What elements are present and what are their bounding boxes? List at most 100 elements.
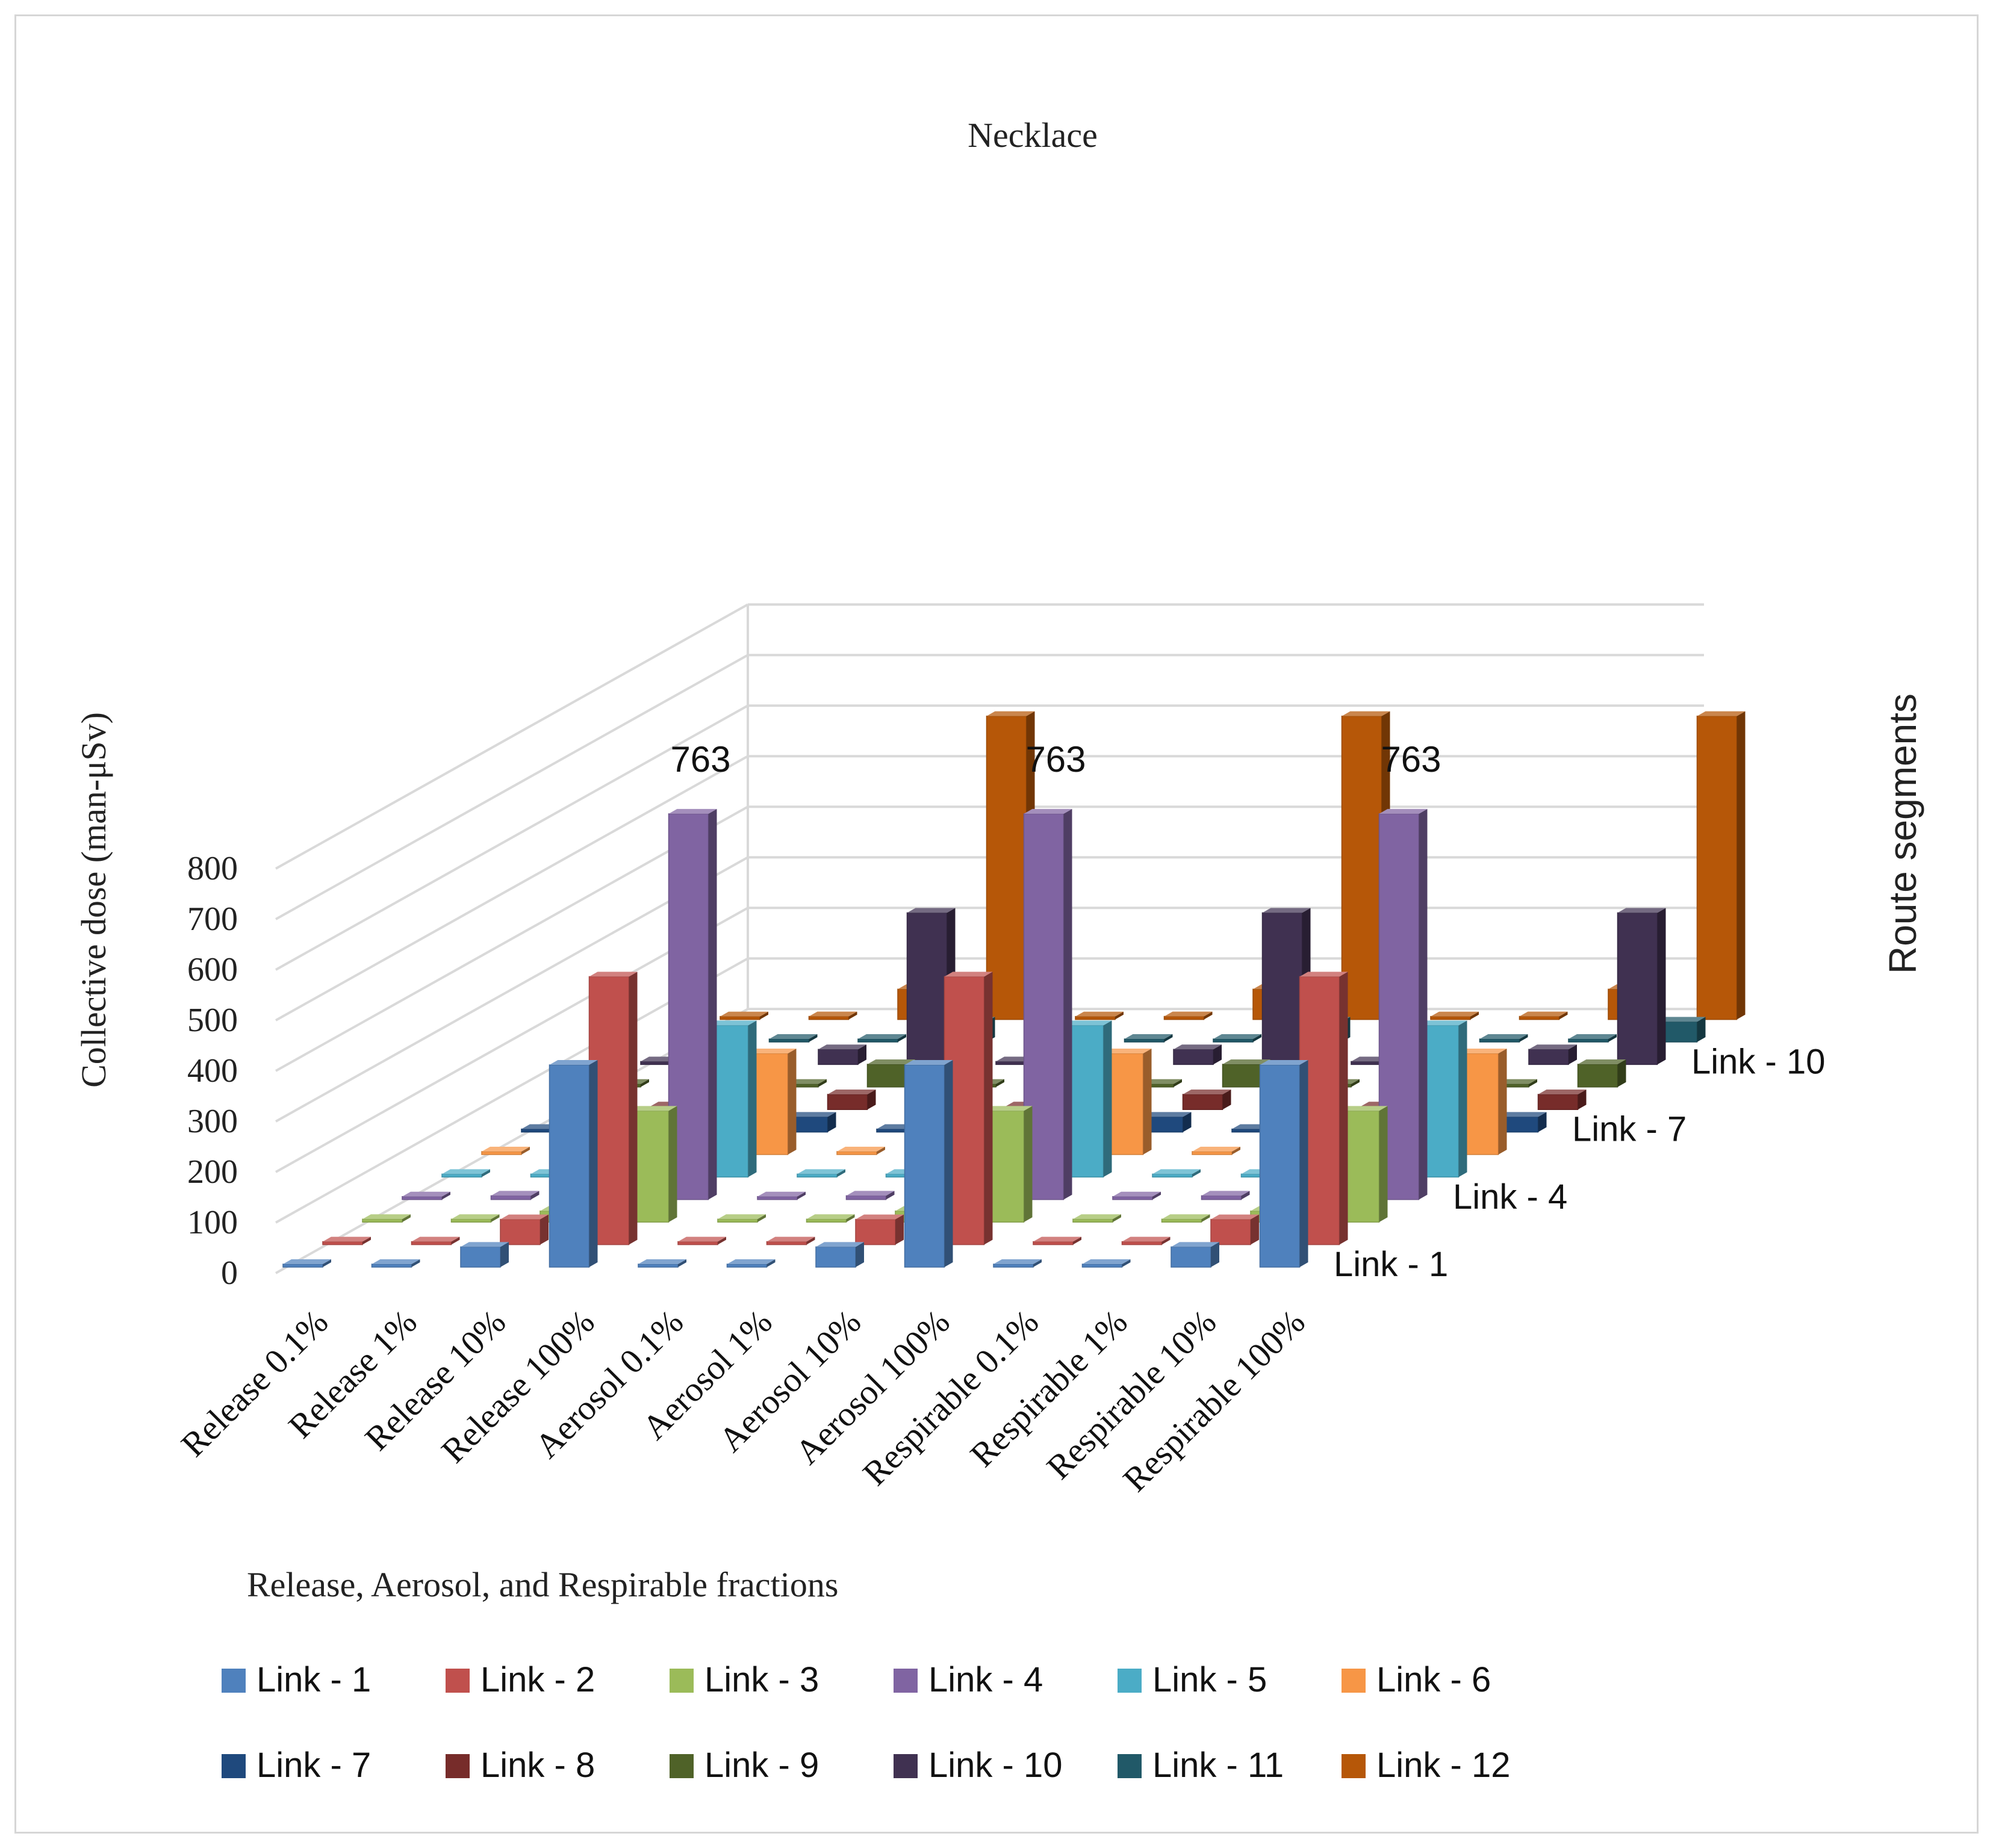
bar-6-9 — [1192, 1147, 1240, 1155]
legend-item-7: Link - 7 — [222, 1746, 371, 1785]
legend-swatch — [670, 1754, 694, 1778]
bar-1-1 — [282, 1259, 331, 1268]
y-tick-label-1: 100 — [187, 1204, 238, 1241]
bar-12-2 — [808, 1011, 857, 1020]
bar-1-9 — [993, 1259, 1042, 1268]
y-tick-label-3: 300 — [187, 1103, 238, 1140]
legend-label: Link - 2 — [480, 1660, 595, 1699]
legend-label: Link - 11 — [1152, 1746, 1284, 1785]
bar-6-5 — [836, 1147, 885, 1155]
legend-swatch — [1342, 1669, 1366, 1693]
depth-axis-title: Route segments — [1881, 693, 1924, 974]
legend-label: Link - 3 — [704, 1660, 819, 1699]
bar-4-4 — [668, 808, 717, 1200]
legend-label: Link - 8 — [480, 1746, 595, 1785]
x-tick-label-8: Aerosol 100% — [788, 1302, 957, 1472]
bar-2-2 — [411, 1236, 460, 1245]
legend-item-9: Link - 9 — [670, 1746, 819, 1785]
legend-item-3: Link - 3 — [670, 1660, 819, 1699]
bar-11-10 — [1479, 1034, 1528, 1043]
gridline-side-6 — [275, 704, 748, 971]
bar-11-6 — [1124, 1034, 1173, 1043]
depth-label-1: Link - 1 — [1334, 1245, 1448, 1284]
bar-1-2 — [371, 1259, 420, 1268]
bar-10-12 — [1617, 908, 1666, 1065]
bar-12-10 — [1519, 1011, 1568, 1020]
bar-2-4 — [588, 972, 638, 1245]
bar-12-1 — [720, 1011, 768, 1020]
legend-swatch — [446, 1669, 470, 1693]
bar-2-12 — [1299, 972, 1348, 1245]
bar-3-9 — [1072, 1214, 1121, 1223]
legend-item-4: Link - 4 — [894, 1660, 1043, 1699]
bar-4-10 — [1201, 1191, 1250, 1200]
legend-swatch — [446, 1754, 470, 1778]
bar-2-10 — [1121, 1236, 1171, 1245]
legend-swatch — [1342, 1754, 1366, 1778]
chart-title: Necklace — [968, 116, 1098, 155]
bar-1-4 — [549, 1060, 598, 1268]
bar-5-5 — [797, 1169, 845, 1178]
bar-5-12 — [1418, 1020, 1467, 1178]
bar-10-11 — [1528, 1044, 1577, 1065]
legend-swatch — [1118, 1754, 1142, 1778]
bar-11-3 — [857, 1034, 906, 1043]
data-label-1: 763 — [670, 739, 730, 780]
bar-10-3 — [818, 1044, 866, 1065]
bar-6-4 — [747, 1049, 797, 1155]
gridline-side-5 — [275, 755, 748, 1022]
bar-12-6 — [1163, 1011, 1213, 1020]
bar-8-12 — [1537, 1090, 1587, 1110]
legend-swatch — [670, 1669, 694, 1693]
bar-7-4 — [787, 1112, 836, 1133]
bar-11-12 — [1656, 1017, 1706, 1043]
bar-3-10 — [1161, 1214, 1210, 1223]
legend-label: Link - 7 — [257, 1746, 371, 1785]
bar-1-8 — [904, 1060, 953, 1268]
y-tick-label-5: 500 — [187, 1002, 238, 1039]
bar-12-9 — [1430, 1011, 1479, 1020]
legend-item-10: Link - 10 — [894, 1746, 1062, 1785]
gridline-side-7 — [275, 654, 748, 920]
bar-3-12 — [1339, 1106, 1388, 1223]
bar-11-2 — [768, 1034, 818, 1043]
legend-item-1: Link - 1 — [222, 1660, 371, 1699]
bar-3-5 — [717, 1214, 766, 1223]
depth-label-2: Link - 4 — [1453, 1177, 1567, 1217]
bar-12-12 — [1696, 711, 1746, 1020]
data-label-2: 763 — [1025, 739, 1086, 780]
bar-2-6 — [766, 1236, 815, 1245]
legend-label: Link - 6 — [1376, 1660, 1491, 1699]
bar-1-6 — [726, 1259, 776, 1268]
x-tick-label-4: Release 100% — [434, 1302, 602, 1470]
legend-label: Link - 10 — [928, 1746, 1062, 1785]
gridline-side-8 — [275, 603, 748, 870]
legend-swatch — [222, 1669, 246, 1693]
legend-swatch — [222, 1754, 246, 1778]
bar-4-5 — [757, 1191, 806, 1200]
bar-5-8 — [1063, 1020, 1112, 1178]
bar-2-7 — [855, 1214, 904, 1245]
bar-8-8 — [1182, 1090, 1231, 1110]
bar-4-8 — [1023, 808, 1072, 1200]
bar-6-8 — [1102, 1049, 1152, 1155]
bar-1-10 — [1081, 1259, 1131, 1268]
bar-11-11 — [1568, 1034, 1617, 1043]
bar-1-7 — [815, 1242, 864, 1268]
bar-4-12 — [1378, 808, 1428, 1200]
bar-3-6 — [806, 1214, 855, 1223]
y-axis-title: Collective dose (man-μSv) — [74, 712, 113, 1088]
y-tick-label-8: 800 — [187, 850, 238, 887]
bar-10-7 — [1173, 1044, 1222, 1065]
bar-3-2 — [450, 1214, 500, 1223]
legend-item-5: Link - 5 — [1118, 1660, 1267, 1699]
bar-12-5 — [1075, 1011, 1124, 1020]
bar-5-4 — [707, 1020, 757, 1178]
x-axis-title: Release, Aerosol, and Respirable fractio… — [247, 1565, 838, 1604]
y-tick-label-7: 700 — [187, 901, 238, 938]
bar-2-11 — [1210, 1214, 1259, 1245]
legend-label: Link - 4 — [928, 1660, 1043, 1699]
y-tick-label-2: 200 — [187, 1153, 238, 1191]
bar-1-11 — [1171, 1242, 1219, 1268]
